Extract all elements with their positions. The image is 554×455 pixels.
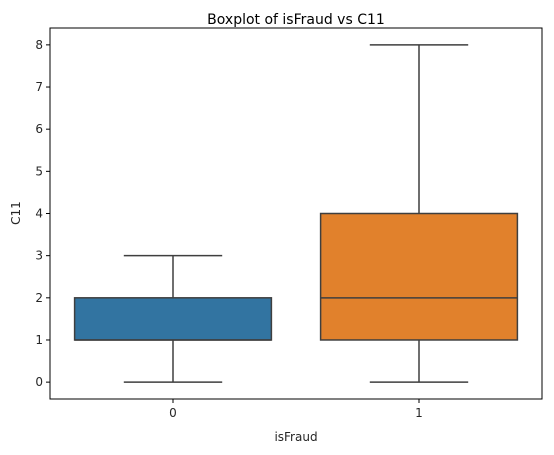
x-axis-label: isFraud	[274, 430, 317, 444]
y-tick-label: 4	[35, 207, 43, 221]
x-tick-label: 1	[415, 406, 423, 420]
y-tick-label: 8	[35, 38, 43, 52]
chart-title: Boxplot of isFraud vs C11	[207, 12, 385, 28]
y-tick-label: 6	[35, 122, 43, 136]
y-axis: 0 1 2 3 4 5 6 7 8	[35, 38, 50, 389]
y-tick-label: 0	[35, 375, 43, 389]
y-tick-label: 3	[35, 249, 43, 263]
plot-area	[73, 44, 519, 383]
box-iqr	[73, 297, 273, 341]
y-tick-label: 1	[35, 333, 43, 347]
y-tick-label: 2	[35, 291, 43, 305]
x-tick-label: 0	[169, 406, 177, 420]
y-tick-label: 5	[35, 164, 43, 178]
y-tick-label: 7	[35, 80, 43, 94]
y-axis-label: C11	[9, 201, 23, 225]
box-1	[319, 44, 519, 383]
box-0	[73, 254, 273, 383]
box-iqr	[319, 212, 519, 341]
